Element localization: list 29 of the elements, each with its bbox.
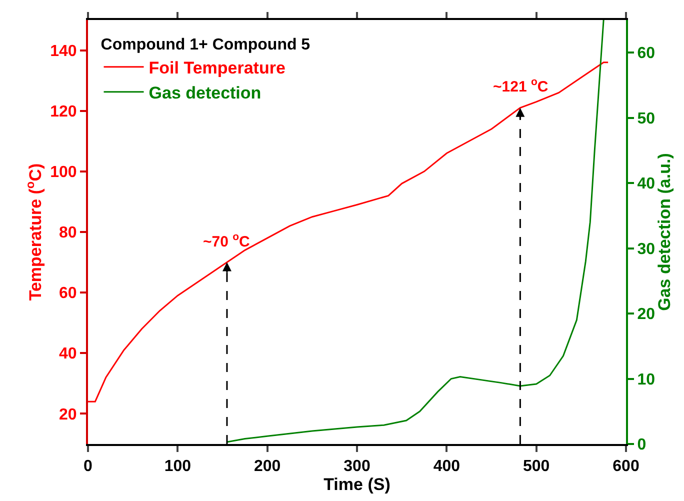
x-tick-label: 500 [522, 458, 550, 476]
legend-title: Compound 1+ Compound 5 [100, 36, 310, 54]
y2-tick-label: 10 [637, 371, 656, 388]
y2-tick-label: 50 [637, 110, 656, 128]
y2-tick-label: 60 [637, 45, 656, 62]
x-tick-label: 100 [164, 458, 192, 476]
y2-axis-title: Gas detection (a.u.) [655, 153, 674, 311]
y-tick-label: 20 [59, 406, 77, 424]
y2-tick-label: 20 [637, 306, 656, 324]
x-tick-label: 400 [433, 458, 460, 476]
y2-tick-label: 30 [637, 240, 656, 258]
legend-label: Gas detection [148, 84, 262, 103]
x-axis-title: Time (S) [324, 475, 390, 494]
x-tick-label: 200 [254, 458, 281, 476]
y-tick-label: 80 [59, 224, 77, 242]
y-tick-label: 100 [50, 164, 77, 182]
line-series [88, 62, 609, 402]
x-tick-label: 600 [612, 458, 640, 476]
y2-tick-label: 0 [637, 436, 646, 454]
y-tick-label: 40 [59, 346, 77, 363]
y-tick-label: 120 [50, 103, 77, 120]
annotation: ~70 $^{o}$C [203, 231, 250, 250]
legend-label: Foil Temperature [148, 58, 286, 78]
y-tick-label: 60 [59, 285, 77, 302]
x-tick-label: 300 [344, 458, 370, 476]
y-tick-label: 140 [50, 42, 77, 60]
annotation: ~121 $^{o}$C [493, 76, 548, 96]
y2-tick-label: 40 [637, 176, 656, 193]
x-tick-label: 0 [84, 458, 93, 476]
